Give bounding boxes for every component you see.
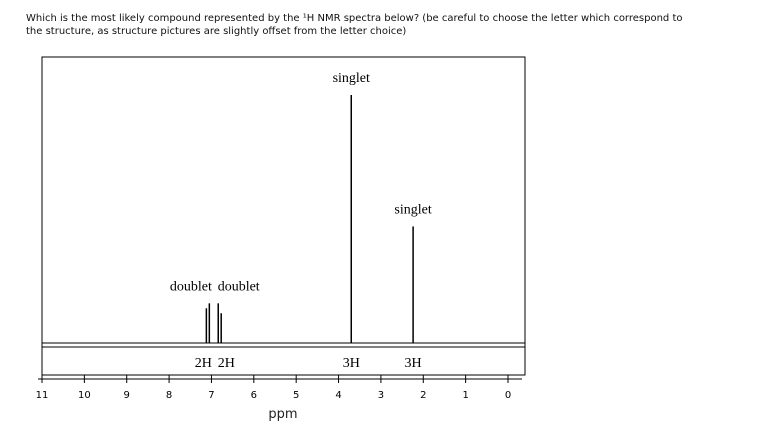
- integration-label: 2H: [195, 356, 212, 371]
- integration-label: 3H: [343, 356, 360, 371]
- integration-label: 2H: [218, 356, 235, 371]
- integration-label: 3H: [405, 356, 422, 371]
- x-tick-label: 6: [251, 390, 257, 401]
- plot-frame: [41, 56, 526, 376]
- multiplicity-label: doublet: [218, 279, 260, 294]
- x-tick-label: 10: [78, 390, 91, 401]
- x-tick-label: 5: [293, 390, 299, 401]
- x-tick-label: 7: [208, 390, 214, 401]
- question-line: Which is the most likely compound repres…: [26, 13, 683, 24]
- multiplicity-label: doublet: [170, 279, 212, 294]
- question-line: the structure, as structure pictures are…: [26, 26, 406, 37]
- x-tick-label: 4: [335, 390, 341, 401]
- x-tick-label: 3: [378, 390, 384, 401]
- x-tick-label: 11: [36, 390, 49, 401]
- multiplicity-label: singlet: [394, 202, 431, 217]
- x-tick-label: 2: [420, 390, 426, 401]
- x-tick-label: 1: [462, 390, 468, 401]
- x-tick-label: 8: [166, 390, 172, 401]
- x-axis-label: ppm: [268, 407, 297, 422]
- x-tick-label: 9: [124, 390, 130, 401]
- multiplicity-label: singlet: [333, 71, 370, 86]
- x-tick-label: 0: [505, 390, 511, 401]
